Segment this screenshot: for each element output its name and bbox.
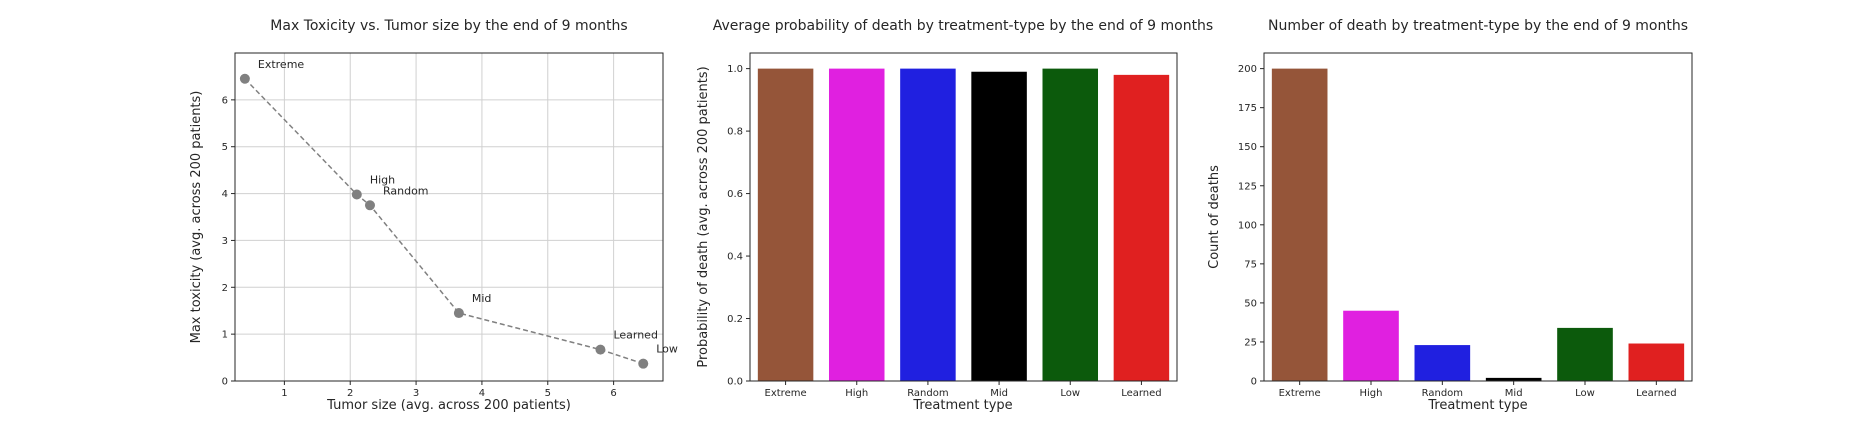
x-tick-label: 3 xyxy=(413,388,419,399)
y-tick-label: 150 xyxy=(1238,142,1257,153)
data-point xyxy=(595,344,606,355)
y-tick-label: 0.2 xyxy=(727,314,743,325)
bar xyxy=(971,71,1027,381)
data-point xyxy=(638,358,649,369)
y-tick-label: 125 xyxy=(1238,181,1257,192)
bar xyxy=(1113,74,1170,381)
bar xyxy=(1628,343,1685,381)
y-axis-label: Count of deaths xyxy=(1207,165,1222,269)
y-tick-label: 75 xyxy=(1244,259,1257,270)
y-tick-label: 50 xyxy=(1244,298,1257,309)
bar xyxy=(1042,68,1099,381)
x-tick-label: 5 xyxy=(545,388,551,399)
x-tick-label: Learned xyxy=(1636,388,1676,399)
x-tick-label: 4 xyxy=(479,388,485,399)
count-of-deaths-panel: Number of death by treatment-type by the… xyxy=(1207,18,1693,413)
x-tick-label: 1 xyxy=(281,388,287,399)
y-tick-label: 0 xyxy=(1251,377,1257,388)
x-tick-label: Low xyxy=(1060,388,1080,399)
data-point xyxy=(239,73,250,84)
y-tick-label: 6 xyxy=(222,95,228,106)
x-tick-label: Mid xyxy=(1505,388,1523,399)
bar xyxy=(757,68,814,381)
x-tick-label: High xyxy=(845,388,868,399)
y-tick-label: 25 xyxy=(1244,337,1257,348)
toxicity-vs-tumor-panel: Max Toxicity vs. Tumor size by the end o… xyxy=(189,18,678,413)
x-axis-label: Treatment type xyxy=(1427,398,1527,413)
y-tick-label: 0.0 xyxy=(727,377,743,388)
y-tick-label: 0.4 xyxy=(727,252,743,263)
bar xyxy=(828,68,885,381)
x-tick-label: 2 xyxy=(347,388,353,399)
plot-frame xyxy=(234,52,664,382)
data-point xyxy=(453,308,464,319)
bar xyxy=(1271,68,1328,381)
x-axis-label: Treatment type xyxy=(912,398,1012,413)
y-tick-label: 100 xyxy=(1238,220,1257,231)
data-point xyxy=(351,189,362,200)
bar xyxy=(900,68,956,381)
point-annotation: Random xyxy=(383,184,429,197)
plot-frame xyxy=(749,52,1178,382)
y-tick-label: 2 xyxy=(222,283,228,294)
y-tick-label: 175 xyxy=(1238,103,1257,114)
x-tick-label: 6 xyxy=(610,388,616,399)
y-tick-label: 1 xyxy=(222,330,228,341)
y-tick-label: 0 xyxy=(222,377,228,388)
y-axis-label: Max toxicity (avg. across 200 patients) xyxy=(189,91,204,344)
plot-frame xyxy=(1263,52,1693,382)
chart-title: Average probability of death by treatmen… xyxy=(713,18,1213,34)
y-tick-label: 3 xyxy=(222,236,228,247)
y-tick-label: 1.0 xyxy=(727,64,743,75)
chart-title: Number of death by treatment-type by the… xyxy=(1268,18,1688,34)
bar xyxy=(1485,377,1542,381)
point-annotation: Extreme xyxy=(258,58,305,71)
x-tick-label: Low xyxy=(1575,388,1595,399)
probability-of-death-panel: Average probability of death by treatmen… xyxy=(696,18,1213,413)
x-tick-label: Extreme xyxy=(1279,388,1321,399)
y-axis-label: Probability of death (avg. across 200 pa… xyxy=(696,66,711,367)
x-axis-label: Tumor size (avg. across 200 patients) xyxy=(326,398,571,413)
y-tick-label: 200 xyxy=(1238,64,1257,75)
x-tick-label: High xyxy=(1360,388,1383,399)
trend-line xyxy=(244,78,644,365)
y-tick-label: 5 xyxy=(222,142,228,153)
x-tick-label: Learned xyxy=(1121,388,1161,399)
bar xyxy=(1414,345,1471,381)
data-point xyxy=(364,200,375,211)
y-tick-label: 0.8 xyxy=(727,127,743,138)
chart-title: Max Toxicity vs. Tumor size by the end o… xyxy=(270,18,627,34)
x-tick-label: Mid xyxy=(990,388,1008,399)
point-annotation: Low xyxy=(656,343,678,356)
y-tick-label: 4 xyxy=(222,189,228,200)
point-annotation: Learned xyxy=(613,329,658,342)
x-tick-label: Random xyxy=(1422,388,1463,399)
x-tick-label: Extreme xyxy=(765,388,807,399)
x-tick-label: Random xyxy=(907,388,948,399)
point-annotation: Mid xyxy=(472,292,492,305)
y-tick-label: 0.6 xyxy=(727,189,743,200)
point-annotation: High xyxy=(370,174,395,187)
bar xyxy=(1557,327,1613,381)
bar xyxy=(1343,310,1399,381)
